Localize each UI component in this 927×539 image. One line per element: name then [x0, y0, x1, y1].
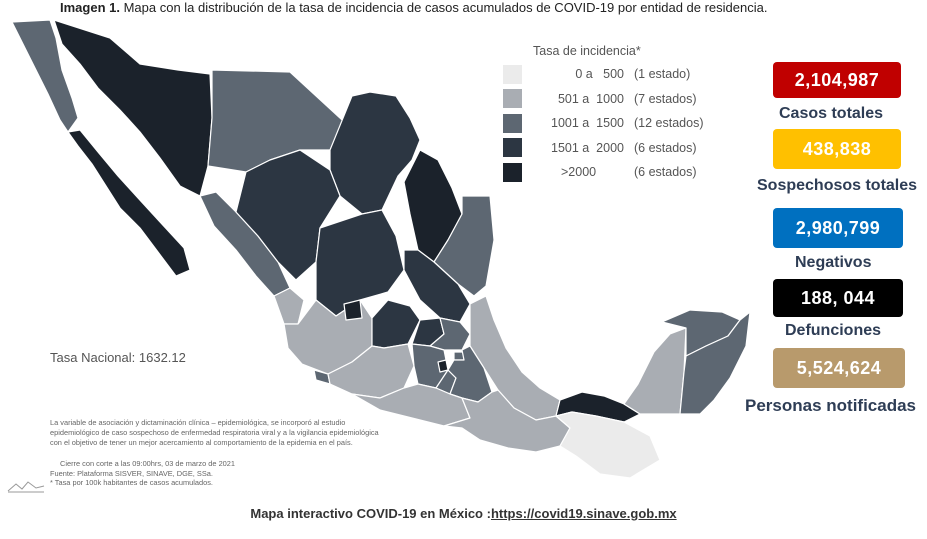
- legend-item: 1501 a 2000 (6 estados): [503, 136, 703, 161]
- casos-totales-label: Casos totales: [779, 105, 884, 122]
- state-campeche: [623, 327, 687, 415]
- source-note: Cierre con corte a las 09:00hrs, 03 de m…: [50, 459, 235, 488]
- personas-notificadas-value: 5,524,624: [773, 348, 905, 388]
- legend-range: 1501 a 2000: [551, 140, 624, 155]
- logo-icon: [7, 481, 45, 493]
- legend-swatch: [503, 64, 522, 84]
- state-hidalgo: [429, 317, 471, 351]
- negativos-label: Negativos: [795, 254, 872, 271]
- footer: Mapa interactivo COVID-19 en México :htt…: [0, 506, 927, 521]
- defunciones-value: 188, 044: [773, 279, 903, 317]
- footer-text: Mapa interactivo COVID-19 en México :: [250, 506, 491, 521]
- state-guerrero: [351, 383, 471, 427]
- note-line: epidemiológico de caso sospechoso de enf…: [50, 427, 379, 437]
- state-baja-california-sur: [67, 129, 191, 277]
- note-line: Cierre con corte a las 09:00hrs, 03 de m…: [60, 459, 236, 468]
- state-nayarit: [273, 287, 305, 325]
- state-quintana-roo: [679, 311, 751, 415]
- note-line: * Tasa por 100k habitantes de casos acum…: [50, 478, 213, 487]
- legend-swatch: [503, 138, 522, 158]
- tasa-nacional: Tasa Nacional: 1632.12: [50, 350, 186, 365]
- legend-item: 501 a 1000 (7 estados): [503, 87, 703, 112]
- legend-count: (6 estados): [634, 140, 697, 155]
- state-cdmx: [437, 359, 449, 373]
- legend-range: 1001 a 1500: [551, 116, 624, 131]
- map-legend: Tasa de incidencia* 0 a 500 (1 estado) 5…: [503, 44, 703, 185]
- state-chiapas: [555, 411, 661, 479]
- methodology-note: La variable de asociación y dictaminació…: [50, 418, 379, 447]
- legend-count: (12 estados): [634, 116, 704, 131]
- state-sonora: [53, 19, 213, 197]
- state-baja-california: [11, 19, 79, 133]
- state-aguascalientes: [343, 299, 363, 321]
- note-line: Fuente: Plataforma SISVER, SINAVE, DGE, …: [50, 468, 213, 478]
- covid-map-link[interactable]: https://covid19.sinave.gob.mx: [490, 506, 677, 521]
- legend-swatch: [503, 113, 522, 133]
- legend-title: Tasa de incidencia*: [533, 44, 641, 58]
- legend-range: 0 a 500: [575, 67, 624, 82]
- legend-count: (1 estado): [634, 67, 691, 82]
- legend-swatch: [503, 89, 522, 109]
- note-line: La variable de asociación y dictaminació…: [50, 418, 346, 427]
- legend-item: >2000 (6 estados): [503, 160, 703, 185]
- state-zacatecas: [315, 209, 405, 317]
- legend-count: (7 estados): [634, 91, 697, 106]
- state-san-luis-potosi: [403, 249, 471, 323]
- legend-item: 1001 a 1500 (12 estados): [503, 111, 703, 136]
- legend-count: (6 estados): [634, 165, 697, 180]
- note-line: con el objetivo de tener un mejor acerca…: [50, 437, 353, 447]
- sospechosos-totales-label: Sospechosos totales: [757, 177, 918, 194]
- legend-range: >2000: [561, 165, 597, 180]
- sospechosos-totales-value: 438,838: [773, 129, 901, 169]
- figure-title: Imagen 1. Mapa con la distribución de la…: [60, 0, 768, 15]
- defunciones-label: Defunciones: [785, 322, 882, 339]
- legend-swatch: [503, 162, 522, 182]
- legend-item: 0 a 500 (1 estado): [503, 62, 703, 87]
- personas-notificadas-label: Personas notificadas: [745, 396, 917, 415]
- state-tamaulipas: [433, 195, 495, 297]
- legend-range: 501 a 1000: [557, 91, 624, 106]
- casos-totales-value: 2,104,987: [773, 62, 901, 98]
- negativos-value: 2,980,799: [773, 208, 903, 248]
